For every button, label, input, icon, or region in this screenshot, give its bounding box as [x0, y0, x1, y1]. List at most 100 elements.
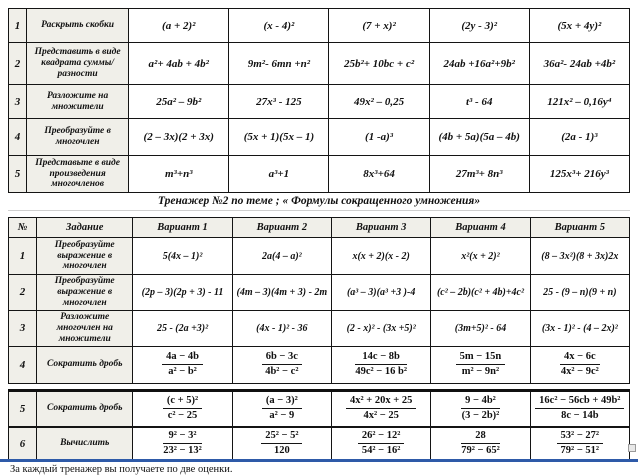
variant-cell: 4x² + 20x + 25 4x² − 25: [330, 389, 432, 429]
header-row: № Задание Вариант 1 Вариант 2 Вариант 3 …: [7, 217, 631, 238]
variant-cell: (5x + 4y)²: [528, 8, 631, 43]
col-header-task: Задание: [36, 217, 134, 238]
table-row: 3 Разложите на множители 25a² – 9b² 27x³…: [7, 84, 631, 119]
task-cell: Преобразуйте выражение в многочлен: [36, 237, 134, 275]
variant-cell: 8x³+64: [328, 155, 430, 193]
fraction-denominator: 120: [273, 445, 290, 457]
row-number: 4: [7, 118, 28, 156]
fraction-numerator: 14c − 8b: [355, 351, 407, 366]
fraction-numerator: 25² − 5²: [261, 430, 303, 445]
variant-cell: 14c − 8b 49c² − 16 b²: [330, 345, 432, 384]
task-cell: Разложите на множители: [26, 84, 130, 119]
table-row: 5 Представьте в виде произведения многоч…: [7, 155, 631, 193]
task-cell: Сократить дробь: [36, 389, 134, 429]
variant-cell: 9m²- 6mn +n²: [228, 42, 330, 85]
fraction-denominator: 4x² − 25: [363, 410, 399, 422]
variant-cell: x²(x + 2)²: [430, 237, 531, 275]
variant-cell: 9² − 3² 23² − 13²: [132, 426, 233, 461]
variant-cell: 125x³+ 216y³: [528, 155, 631, 193]
variant-cell: (a³ – 3)(a³ +3 )-4: [330, 274, 432, 311]
bottom-accent-bar: [0, 459, 638, 462]
variant-cell: (a − 3)² a² − 9: [231, 389, 333, 429]
row-number: 6: [7, 426, 38, 461]
table-row: 2 Преобразуйте выражение в многочлен (2p…: [7, 274, 631, 311]
variant-cell: 25b²+ 10bc + c²: [328, 42, 430, 85]
variant-cell: 4x − 6c 4x² − 9c²: [529, 345, 631, 384]
row-number: 4: [7, 345, 38, 384]
fraction-denominator: (3 − 2b)²: [461, 410, 500, 422]
variant-cell: m³+n³: [128, 155, 230, 193]
table-row: 2 Представить в виде квадрата суммы/ раз…: [7, 42, 631, 85]
fraction-denominator: 49c² − 16 b²: [355, 366, 407, 378]
fraction-numerator: 4x − 6c: [559, 351, 600, 366]
fraction-denominator: m² − 9n²: [461, 366, 500, 378]
variant-cell: 24ab +16a²+9b²: [428, 42, 530, 85]
col-header-variant2: Вариант 2: [231, 217, 333, 238]
fraction-numerator: 26² − 12²: [357, 430, 405, 445]
fraction-numerator: 28: [461, 430, 500, 445]
fraction: 9² − 3² 23² − 13²: [163, 430, 202, 457]
fraction-numerator: (c + 5)²: [162, 395, 203, 410]
fraction-denominator: 54² − 16²: [361, 445, 401, 457]
variant-cell: (2a - 1)³: [528, 118, 631, 156]
variant-cell: 5(4x – 1)²: [132, 237, 233, 275]
worksheet-page: 1 Раскрыть скобки (a + 2)² (x - 4)² (7 +…: [7, 8, 631, 475]
fraction: 28 79² − 65²: [461, 430, 500, 457]
fraction-denominator: 4b² − c²: [265, 366, 299, 378]
table-row: 4 Преобразуйте в многочлен (2 – 3x)(2 + …: [7, 118, 631, 156]
variant-cell: (c² – 2b)(c² + 4b)+4c²: [430, 274, 531, 311]
fraction: 4x − 6c 4x² − 9c²: [559, 351, 600, 378]
variant-cell: t³ - 64: [428, 84, 530, 119]
variant-cell: (a + 2)²: [128, 8, 230, 43]
fraction-numerator: 6b − 3c: [261, 351, 302, 366]
fraction-denominator: 23² − 13²: [163, 445, 202, 457]
col-header-variant1: Вариант 1: [132, 217, 233, 238]
variant-cell: (3m+5)² - 64: [430, 309, 531, 347]
fraction: 53² − 27² 79² − 51²: [556, 430, 604, 457]
row-number: 2: [7, 274, 38, 311]
variant-cell: 25a² – 9b²: [128, 84, 230, 119]
task-cell: Сократить дробь: [36, 345, 134, 384]
table-row: 5 Сократить дробь (c + 5)² c² − 25 (a − 3…: [7, 389, 631, 429]
fraction-numerator: 53² − 27²: [556, 430, 604, 445]
variant-cell: (8 – 3x²)(8 + 3x)2x: [529, 237, 631, 275]
fraction-denominator: 4x² − 9c²: [560, 366, 599, 378]
fraction-numerator: 5m − 15n: [455, 351, 506, 366]
fraction: 25² − 5² 120: [261, 430, 303, 457]
col-header-variant5: Вариант 5: [529, 217, 631, 238]
variant-cell: (7 + x)²: [328, 8, 430, 43]
task-cell: Разложите многочлен на множители: [36, 309, 134, 347]
variant-cell: 25 - (2a +3)²: [132, 309, 233, 347]
fraction-denominator: 79² − 51²: [560, 445, 600, 457]
col-header-number: №: [7, 217, 38, 238]
variant-cell: (4x - 1)² - 36: [231, 309, 333, 347]
fraction: 4x² + 20x + 25 4x² − 25: [345, 395, 417, 422]
variant-cell: (2 – 3x)(2 + 3x): [128, 118, 230, 156]
fraction: (a − 3)² a² − 9: [261, 395, 302, 422]
fraction-denominator: 8c − 14b: [561, 410, 599, 422]
variant-cell: 27m³+ 8n³: [428, 155, 530, 193]
row-number: 1: [7, 8, 28, 43]
variant-cell: 16c² − 56cb + 49b² 8c − 14b: [529, 389, 631, 429]
fraction-numerator: 4a − 4b: [162, 351, 203, 366]
col-header-variant3: Вариант 3: [330, 217, 432, 238]
fraction-denominator: c² − 25: [167, 410, 198, 422]
fraction: 9 − 4b² (3 − 2b)²: [461, 395, 500, 422]
object-resize-handle[interactable]: [628, 444, 636, 452]
fraction: 4a − 4b a² − b²: [162, 351, 203, 378]
variant-cell: a²+ 4ab + 4b²: [128, 42, 230, 85]
row-number: 2: [7, 42, 28, 85]
fraction-numerator: 4x² + 20x + 25: [345, 395, 417, 410]
row-number: 1: [7, 237, 38, 275]
fraction-numerator: 16c² − 56cb + 49b²: [535, 395, 625, 410]
fraction-numerator: 9² − 3²: [163, 430, 202, 445]
footer-note: За каждый тренажер вы получаете по две о…: [10, 463, 233, 475]
table-row: 1 Преобразуйте выражение в многочлен 5(4…: [7, 237, 631, 275]
row-number: 5: [7, 155, 28, 193]
task-cell: Представить в виде квадрата суммы/ разно…: [26, 42, 130, 85]
variant-cell: (x - 4)²: [228, 8, 330, 43]
table-row: 1 Раскрыть скобки (a + 2)² (x - 4)² (7 +…: [7, 8, 631, 43]
task-cell: Раскрыть скобки: [26, 8, 130, 43]
variant-cell: x(x + 2)(x - 2): [330, 237, 432, 275]
variant-cell: 53² − 27² 79² − 51²: [529, 426, 631, 461]
